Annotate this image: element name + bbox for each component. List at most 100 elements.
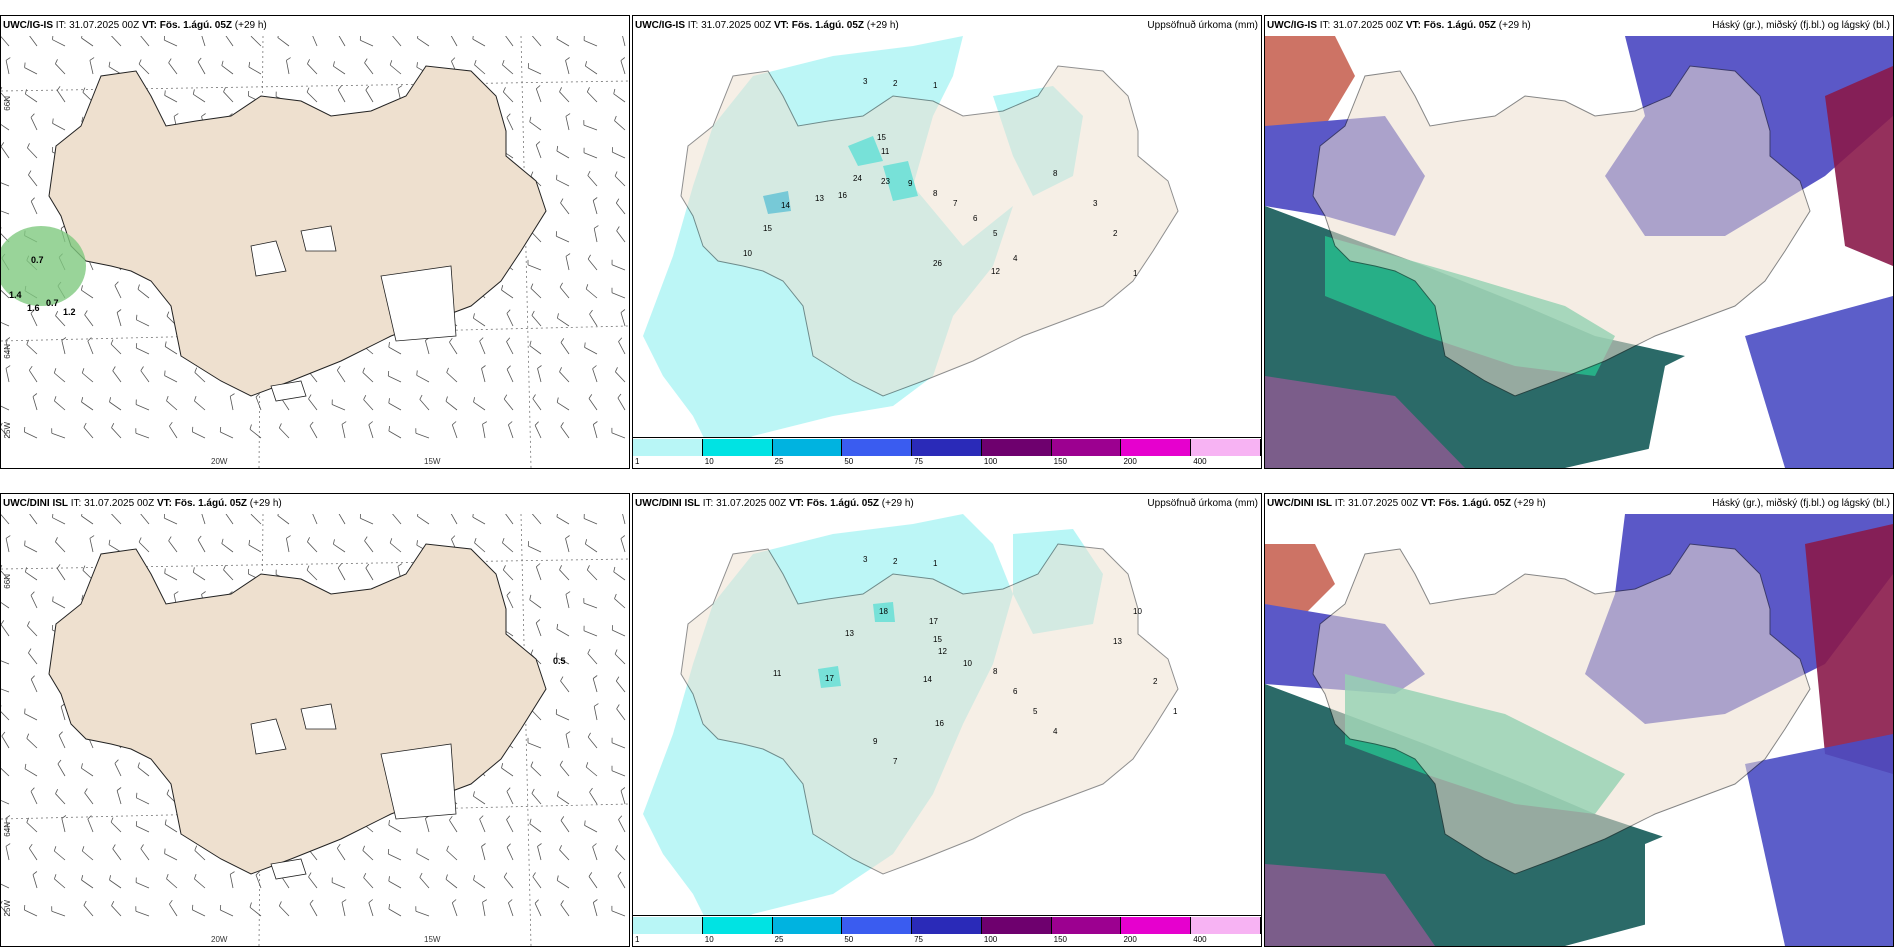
wind-barb-flag <box>502 87 506 93</box>
cloud-map[interactable] <box>1265 514 1893 946</box>
wind-barb-flag <box>307 537 310 542</box>
wind-barb-flag <box>248 539 251 546</box>
wind-barb <box>565 734 570 749</box>
wind-barb <box>388 346 402 355</box>
wind-barb <box>140 848 150 861</box>
wind-barb-flag <box>616 226 620 232</box>
wind-barb-flag <box>223 565 226 570</box>
colorbar-swatch <box>912 439 982 456</box>
wind-barb-flag <box>362 845 365 851</box>
wind-barb-flag <box>589 309 593 315</box>
wind-barb-flag <box>112 844 116 850</box>
panel-title: UWC/DINI ISL IT: 31.07.2025 00Z VT: Fös.… <box>1267 498 1546 509</box>
precip-map[interactable]: 3 2 1 13 18 17 15 12 10 14 11 17 16 8 6 … <box>633 514 1261 946</box>
cloud-map[interactable] <box>1265 36 1893 468</box>
wind-barb-flag <box>560 338 565 343</box>
wind-barb <box>250 36 262 47</box>
wind-barb <box>445 878 458 889</box>
wind-barb-flag <box>32 871 38 875</box>
wind-barb <box>192 431 206 439</box>
wind-barb-flag <box>308 872 312 878</box>
lat-label: 64N <box>3 344 12 359</box>
wind-barb-flag <box>25 567 27 573</box>
colorbar-swatch <box>702 439 773 456</box>
wind-barb-flag <box>474 537 477 543</box>
wind-barb <box>389 64 402 75</box>
wind-barb-flag <box>449 337 453 343</box>
wind-barb-flag <box>473 875 475 881</box>
wind-barb <box>1 688 10 693</box>
wind-barb-flag <box>55 59 58 64</box>
wind-barb-flag <box>559 845 562 850</box>
wind-barb <box>24 545 38 553</box>
colorbar-tick: 100 <box>983 935 998 944</box>
wind-barb <box>57 763 66 777</box>
wind-barb-flag <box>192 567 195 573</box>
wind-barb-flag <box>137 284 140 290</box>
precip-title: Uppsöfnuð úrkoma (mm) <box>1147 498 1258 509</box>
wind-barb-flag <box>30 591 35 596</box>
wind-barb-flag <box>529 818 532 824</box>
wind-barb <box>309 425 318 439</box>
wind-barb-flag <box>136 792 138 798</box>
wind-barb <box>193 93 206 103</box>
wind-barb <box>529 599 542 609</box>
wind-barb-flag <box>136 314 138 320</box>
wind-barb-flag <box>277 514 279 516</box>
wind-barb <box>392 514 402 525</box>
wind-map[interactable]: 0.5 <box>1 514 629 946</box>
iceland-land <box>48 543 547 875</box>
wind-barb <box>136 319 150 327</box>
colorbar-tick: 75 <box>914 935 924 944</box>
wind-barb <box>565 60 570 75</box>
precip-value: 24 <box>853 174 862 183</box>
wind-barb <box>388 853 402 861</box>
wind-barb <box>30 595 38 609</box>
wind-barb-flag <box>617 871 622 877</box>
wind-barb <box>54 878 66 889</box>
wind-barb <box>587 569 598 581</box>
wind-map[interactable]: 0.7 1.4 1.6 0.7 1.2 <box>1 36 629 468</box>
wind-barb <box>451 424 458 439</box>
wind-barb <box>615 371 626 383</box>
wind-barb <box>416 374 430 383</box>
wind-barb <box>1 92 10 103</box>
wind-barb <box>277 515 290 525</box>
wind-barb-flag <box>535 141 541 146</box>
wind-barb-flag <box>169 421 173 427</box>
colorbar-tick: 50 <box>844 935 854 944</box>
wind-barb <box>565 116 570 131</box>
wind-barb <box>583 602 598 609</box>
precip-value: 16 <box>935 719 944 728</box>
wind-barb-flag <box>61 337 67 341</box>
wind-barb-flag <box>473 313 475 319</box>
wind-barb-flag <box>116 787 122 791</box>
wind-barb <box>109 401 122 411</box>
precip-map[interactable]: 3 2 1 15 11 24 23 14 16 15 10 13 9 8 7 6… <box>633 36 1261 468</box>
wind-barb <box>556 628 570 637</box>
wind-barb <box>368 424 374 439</box>
wind-barb <box>225 36 234 47</box>
wind-barb <box>415 432 430 439</box>
colorbar-tick: 75 <box>914 457 924 466</box>
wind-barb <box>166 400 178 411</box>
wind-barb-flag <box>5 535 11 539</box>
colorbar-swatch <box>842 439 913 456</box>
wind-barb <box>588 398 598 411</box>
wind-barb <box>388 402 402 411</box>
precip-panel-dini: UWC/DINI ISL IT: 31.07.2025 00Z VT: Fös.… <box>632 493 1262 947</box>
wind-barb-flag <box>365 85 370 91</box>
wind-barb <box>140 370 150 383</box>
wind-barb-flag <box>5 843 11 847</box>
wind-barb-flag <box>83 900 87 906</box>
wind-barb-flag <box>417 36 419 39</box>
wind-barb <box>61 340 66 355</box>
wind-barb <box>24 713 38 721</box>
wind-barb <box>5 368 10 383</box>
wind-barb-flag <box>1 422 3 427</box>
wind-barb-flag <box>111 901 115 906</box>
wind-barb <box>528 67 542 75</box>
wind-barb <box>502 542 514 553</box>
wind-barb <box>565 594 570 609</box>
wind-barb <box>249 428 262 439</box>
